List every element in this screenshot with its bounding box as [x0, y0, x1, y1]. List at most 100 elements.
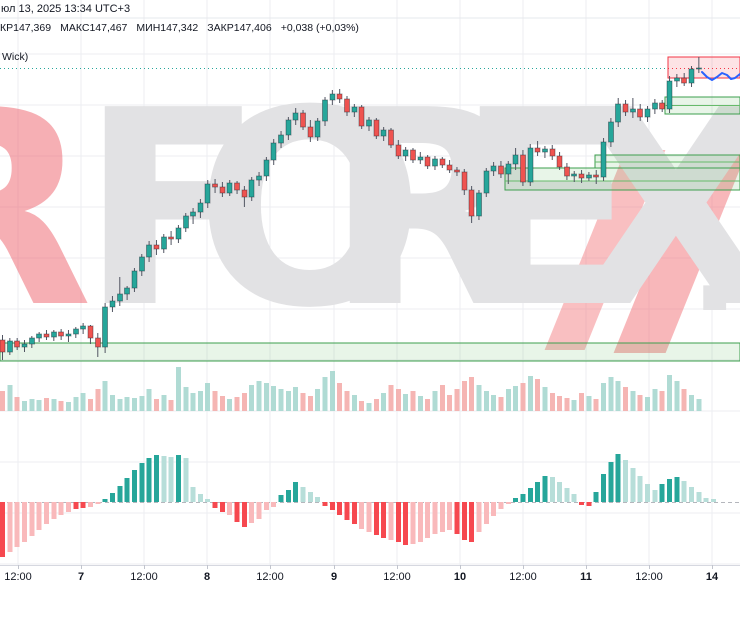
candle-body-up: [65, 333, 72, 337]
candle-body-up: [131, 270, 138, 289]
macd-bar: [549, 477, 555, 502]
macd-bar: [14, 502, 20, 547]
candle-body-up: [270, 142, 277, 161]
volume-bar: [271, 386, 277, 411]
candle-body-up: [688, 68, 695, 84]
candle-body-up: [314, 120, 321, 138]
volume-bar: [527, 376, 533, 411]
macd-bar: [227, 502, 233, 515]
volume-bar: [359, 401, 365, 411]
volume-bar: [623, 387, 629, 411]
volume-bar: [417, 396, 423, 411]
macd-bar: [601, 474, 607, 502]
macd-bar: [139, 463, 145, 502]
candle-body-up: [278, 134, 285, 144]
candles[interactable]: [0, 57, 702, 360]
macd-bar: [175, 455, 181, 502]
candle-body-up: [695, 67, 702, 70]
volume-bar: [337, 383, 343, 411]
macd-bar: [476, 502, 482, 532]
macd-bar: [608, 462, 614, 502]
macd-bar: [373, 502, 379, 535]
candle-body-up: [490, 165, 497, 172]
volume-bar: [344, 391, 350, 411]
candle-body-up: [607, 121, 614, 143]
candle-body-up: [21, 343, 28, 348]
candle-body-down: [578, 173, 585, 179]
macd-bar: [388, 502, 394, 540]
volume-bar: [329, 371, 335, 411]
macd-bar: [527, 488, 533, 502]
macd-bar: [315, 497, 321, 502]
volume-bar: [579, 393, 585, 411]
macd-bar: [557, 482, 563, 502]
volume-bar: [557, 396, 563, 411]
macd-bar: [571, 494, 577, 502]
zone-demand-mid-upper: [594, 154, 740, 169]
candle-body-down: [0, 339, 6, 353]
candle-body-up: [351, 106, 358, 113]
time-label-hour: 12:00: [130, 571, 158, 583]
macd-bar: [535, 482, 541, 502]
volume-bar: [571, 400, 577, 411]
candle-body-up: [571, 173, 578, 177]
candle-body-up: [600, 141, 607, 178]
macd-bar: [689, 487, 695, 502]
candle-body-down: [681, 77, 688, 84]
volume-bar: [300, 393, 306, 411]
candle-body-up: [431, 158, 438, 167]
macd-bar: [667, 479, 673, 502]
volume-bar: [175, 367, 181, 411]
macd-bar: [674, 477, 680, 502]
candle-body-up: [651, 102, 658, 110]
volume-bar: [461, 381, 467, 411]
macd-bar: [183, 458, 189, 502]
macd-bar: [447, 502, 453, 530]
time-label-day: 14: [705, 571, 719, 583]
volume-bar: [373, 399, 379, 411]
candle-body-down: [549, 148, 556, 157]
candle-body-up: [585, 174, 592, 179]
candle-body-down: [461, 171, 468, 191]
candle-body-up: [256, 175, 263, 181]
volume-bar: [307, 396, 313, 411]
candle-body-up: [138, 256, 145, 272]
macd-bar: [417, 502, 423, 542]
candle-body-down: [453, 169, 460, 173]
candle-body-up: [116, 293, 123, 302]
candle-body-down: [424, 156, 431, 167]
time-label-hour: 12:00: [509, 571, 537, 583]
volume-bar: [293, 387, 299, 411]
candle-body-down: [519, 154, 526, 183]
volume-bar: [630, 391, 636, 411]
macd-bar: [564, 488, 570, 502]
macd-bar: [43, 502, 49, 524]
macd-bar: [153, 455, 159, 502]
macd-bar: [696, 492, 702, 502]
volume-bar: [285, 391, 291, 411]
axis-strip[interactable]: [0, 565, 740, 620]
volume-bar: [513, 386, 519, 411]
candle-body-up: [109, 300, 116, 308]
chart-date-time: юл 13, 2025 13:34 UTC+3: [1, 3, 131, 15]
zone-demand-upper: [664, 96, 740, 115]
candle-body-up: [644, 108, 651, 118]
macd-bar: [593, 492, 599, 502]
candle-body-down: [395, 144, 402, 157]
volume-bar: [278, 389, 284, 411]
macd-bar: [542, 476, 548, 502]
candle-body-down: [307, 126, 314, 138]
time-axis[interactable]: 12:00 7 12:00 8 12:00 9 12:00 10 12:00 11 12:00 14: [0, 566, 740, 620]
volume-bar: [652, 389, 658, 411]
volume-pane: [0, 367, 702, 411]
macd-bar: [410, 502, 416, 544]
candle-body-up: [28, 337, 35, 345]
volume-bar: [432, 391, 438, 411]
volume-bar: [7, 385, 13, 411]
time-label-day: 8: [203, 571, 211, 583]
macd-bar: [58, 502, 64, 515]
macd-bar: [73, 502, 79, 509]
macd-bar: [659, 484, 665, 502]
time-label-day: 7: [77, 571, 85, 583]
